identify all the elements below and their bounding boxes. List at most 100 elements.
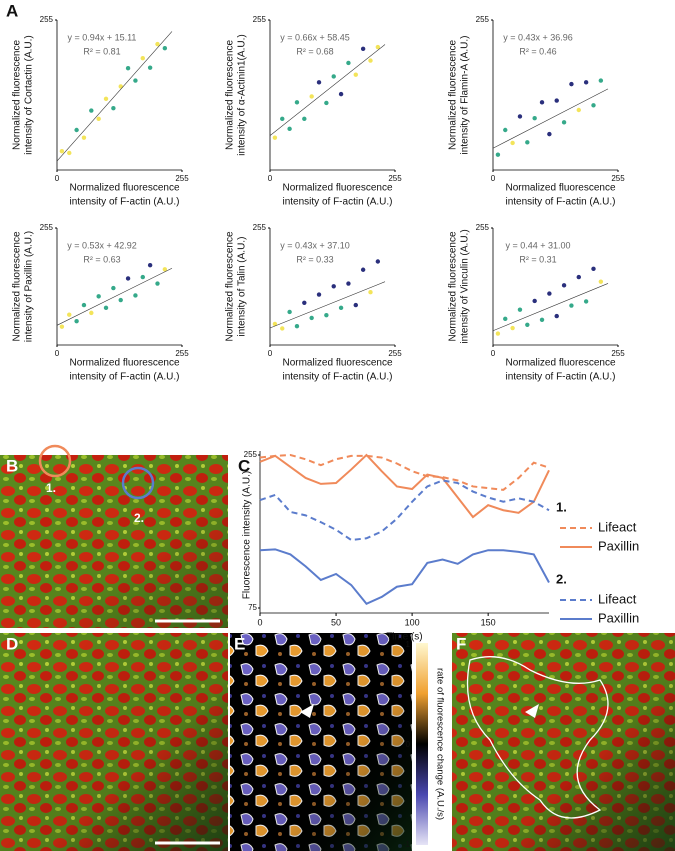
legend-group: 2. [556,571,567,586]
point [375,259,381,264]
point [368,58,373,63]
legend-label: Paxillin [598,610,639,625]
point [125,276,131,281]
y-axis-label: Normalized fluorescence [225,40,236,150]
point [272,321,278,327]
point [591,266,596,272]
panel-label: C [238,456,250,475]
point [517,307,523,312]
x-axis-label: Normalized fluorescence [282,183,392,194]
x-tick-label: 0 [55,349,60,358]
fit-line [56,31,173,162]
point [547,291,552,296]
point [503,127,508,133]
roi-label: 2. [134,511,144,525]
image-shade [0,455,228,628]
y-axis-label: Fluorescence intensity (A.U.) [242,471,253,599]
point [591,103,596,108]
point [316,80,322,85]
point [140,274,145,280]
panel-label: E [234,634,245,653]
fit-line [492,283,609,332]
point [74,318,79,324]
point [81,135,87,140]
series-line [259,453,550,491]
point [294,323,300,329]
point [525,322,530,328]
panel-label: D [6,634,18,653]
y-axis-label: intensity of α-Actinin1(A.U.) [237,34,248,155]
point [302,300,307,305]
roi-label: 1. [46,481,56,495]
point [67,150,72,156]
point [280,326,285,331]
x-tick-label: 255 [611,349,625,358]
equation: R² = 0.31 [519,254,556,264]
point [155,41,160,47]
x-axis-label: intensity of F-actin (A.U.) [282,197,392,208]
point [503,316,508,322]
x-tick-label: 100 [405,617,420,627]
x-tick-label: 0 [268,174,273,183]
roi-1 [38,444,72,478]
y-axis-label: Normalized fluorescence [225,231,236,341]
x-tick-label: 0 [491,349,496,358]
colorbar-tick-label: 1 [406,640,411,649]
point [532,298,537,304]
point [353,302,358,308]
point [147,65,153,70]
point [331,74,336,79]
point [309,94,314,99]
point [331,284,336,289]
x-axis-label: intensity of F-actin (A.U.) [282,372,392,383]
y-axis-label: intensity of Paxillin (A.U.) [24,231,35,342]
point [59,324,65,329]
point [532,116,537,121]
x-tick-label: 255 [175,349,189,358]
fit-line [492,88,609,149]
outline [466,656,609,819]
point [309,315,314,321]
point [294,100,300,105]
point [495,331,501,336]
point [561,120,567,125]
point [576,107,581,113]
fit-line [269,281,386,329]
point [287,309,292,315]
equation: y = 0.66x + 58.45 [280,32,350,42]
point [59,148,65,154]
point [561,283,567,288]
equation: y = 0.44 + 31.00 [505,240,570,250]
point [346,60,351,66]
series-line [259,479,550,542]
point [525,140,530,145]
point [517,114,523,119]
point [133,78,138,83]
point [103,96,109,102]
point [547,131,552,137]
point [155,281,160,286]
y-axis-label: Normalized fluorescence [448,231,459,341]
image-shade [0,633,228,851]
x-tick-label: 255 [388,174,402,183]
point [96,294,101,299]
legend-label: Paxillin [598,538,639,553]
y-axis-label: intensity of Flamin-A (A.U.) [460,36,471,155]
point [302,116,307,122]
x-axis-label: Normalized fluorescence [282,358,392,369]
equation: y = 0.43x + 36.96 [503,32,573,42]
point [539,317,545,322]
image-shade [230,633,412,851]
x-axis-label: Normalized fluorescence [505,358,615,369]
point [569,303,574,308]
equation: R² = 0.68 [296,46,333,56]
y-axis-label: intensity of Talin (A.U.) [237,237,248,337]
colorbar [416,643,428,845]
y-axis-label: Normalized fluorescence [12,231,23,341]
point [111,106,116,111]
legend-group: 1. [556,499,567,514]
fit-line [56,267,173,326]
point [569,81,574,87]
x-axis-label: Normalized fluorescence [69,358,179,369]
